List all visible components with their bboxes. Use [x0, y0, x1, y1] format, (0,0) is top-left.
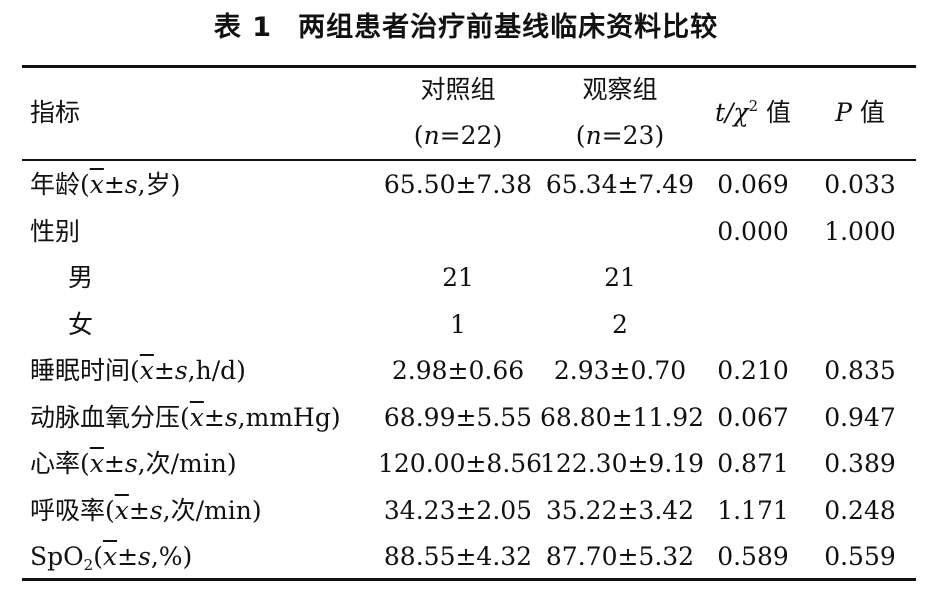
header-t-label: t/χ — [714, 98, 749, 127]
cell-p-value: 0.248 — [824, 496, 896, 525]
cell-p-value: 1.000 — [824, 217, 896, 246]
cell-t-value: 1.171 — [717, 496, 789, 525]
header-p-label: P — [835, 98, 852, 127]
header-p-suffix: 值 — [851, 98, 885, 127]
bottom-rule — [22, 578, 916, 581]
indicator-text: 睡眠时间( — [30, 356, 140, 385]
header-indicator: 指标 — [30, 98, 81, 127]
indicator-text: 心率( — [30, 449, 90, 478]
cell-t-value: 0.000 — [717, 217, 789, 246]
header-control-n-label: (n=22) — [413, 121, 503, 150]
sd-symbol: ±s — [103, 170, 138, 199]
cell-p-value: 0.389 — [824, 449, 896, 478]
header-t: t/χ2 值 — [700, 96, 806, 130]
cell-p-value: 0.947 — [824, 403, 896, 432]
cell-observe: 2.93±0.70 — [553, 356, 687, 385]
cell-p-value: 0.033 — [824, 170, 896, 199]
row-indicator: 年龄(x±s,岁) — [30, 168, 180, 202]
mean-symbol: x — [89, 170, 104, 199]
indicator-text: 性别 — [30, 217, 81, 246]
header-p: P 值 — [806, 96, 914, 130]
cell-control: 120.00±8.56 — [378, 449, 543, 478]
cell-observe: 21 — [604, 263, 636, 292]
table-number: 表 1 — [213, 12, 273, 43]
cell-t-value: 0.871 — [717, 449, 789, 478]
cell-control: 34.23±2.05 — [383, 496, 533, 525]
header-observe-n: (n=23) — [540, 119, 700, 153]
row-indicator: 呼吸率(x±s,次/min) — [30, 494, 262, 528]
mean-symbol: x — [139, 356, 154, 385]
header-observe-n-label: (n=23) — [575, 121, 665, 150]
header-t-sup: 2 — [748, 97, 759, 115]
cell-t-value: 0.069 — [717, 170, 789, 199]
indicator-unit: ,h/d) — [187, 356, 246, 385]
row-indicator: SpO2(x±s,%) — [30, 540, 192, 574]
header-observe-name: 观察组 — [582, 75, 658, 104]
mean-symbol: x — [189, 403, 204, 432]
cell-observe: 2 — [612, 310, 628, 339]
cell-t-value: 0.067 — [717, 403, 789, 432]
header-t-suffix: 值 — [758, 98, 792, 127]
indicator-text: 年龄( — [30, 170, 90, 199]
cell-control: 1 — [450, 310, 466, 339]
indicator-text: 男 — [68, 263, 94, 292]
table-caption: 表 1 两组患者治疗前基线临床资料比较 — [0, 8, 932, 48]
header-rule — [22, 159, 916, 161]
header-control-name: 对照组 — [420, 75, 496, 104]
mean-symbol: x — [114, 496, 129, 525]
row-indicator: 女 — [68, 308, 93, 342]
top-rule — [22, 65, 916, 68]
cell-control: 21 — [442, 263, 474, 292]
cell-observe: 65.34±7.49 — [545, 170, 695, 199]
sd-symbol: ±s — [103, 449, 138, 478]
cell-control: 88.55±4.32 — [383, 542, 533, 571]
row-indicator: 睡眠时间(x±s,h/d) — [30, 354, 246, 388]
row-indicator: 性别 — [30, 215, 80, 249]
row-indicator: 心率(x±s,次/min) — [30, 447, 237, 481]
indicator-unit: ,次/min) — [162, 496, 262, 525]
indicator-subscript: 2 — [83, 556, 94, 574]
indicator-text: 女 — [68, 310, 94, 339]
cell-control: 65.50±7.38 — [383, 170, 533, 199]
cell-observe: 35.22±3.42 — [545, 496, 695, 525]
indicator-unit: ,%) — [150, 542, 193, 571]
sd-symbol: ±s — [128, 496, 163, 525]
cell-observe: 68.80±11.92 — [540, 403, 705, 432]
cell-control: 68.99±5.55 — [383, 403, 533, 432]
indicator-text: 动脉血氧分压( — [30, 403, 190, 432]
indicator-text: ( — [93, 542, 103, 571]
cell-t-value: 0.210 — [717, 356, 789, 385]
cell-observe: 122.30±9.19 — [540, 449, 705, 478]
table-title: 两组患者治疗前基线临床资料比较 — [298, 12, 719, 43]
indicator-unit: ,次/min) — [137, 449, 237, 478]
indicator-text: SpO — [30, 542, 84, 571]
cell-control: 2.98±0.66 — [391, 356, 525, 385]
cell-observe: 87.70±5.32 — [545, 542, 695, 571]
sd-symbol: ±s — [117, 542, 151, 571]
cell-p-value: 0.559 — [824, 542, 896, 571]
indicator-unit: ,岁) — [137, 170, 181, 199]
cell-t-value: 0.589 — [717, 542, 789, 571]
mean-symbol: x — [102, 542, 118, 571]
mean-symbol: x — [89, 449, 104, 478]
row-indicator: 男 — [68, 261, 93, 295]
cell-p-value: 0.835 — [824, 356, 896, 385]
row-indicator: 动脉血氧分压(x±s,mmHg) — [30, 401, 341, 435]
sd-symbol: ±s — [203, 403, 238, 432]
indicator-text: 呼吸率( — [30, 496, 115, 525]
indicator-unit: ,mmHg) — [237, 403, 341, 432]
sd-symbol: ±s — [153, 356, 188, 385]
header-control-n: (n=22) — [378, 119, 538, 153]
